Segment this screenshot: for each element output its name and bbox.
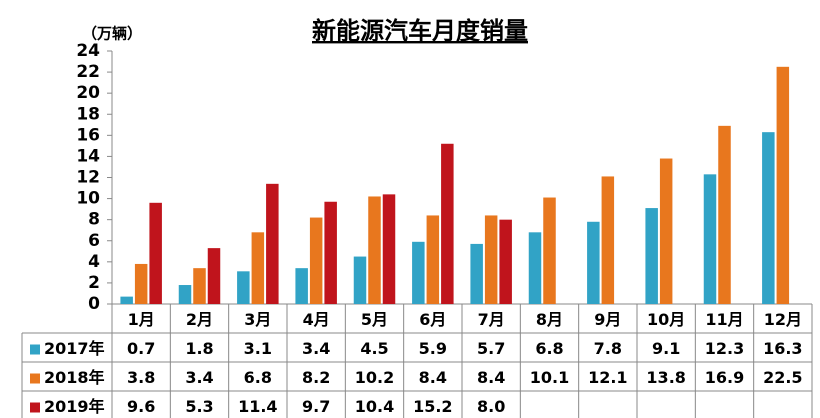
table-value: 8.0 [477,397,505,416]
y-tick-label: 22 [76,62,100,82]
bar [659,158,673,304]
bar [178,285,192,304]
bar [499,219,512,304]
y-tick-label: 18 [76,104,100,124]
bar [601,176,615,304]
bar [134,263,148,304]
y-tick-label: 4 [88,252,100,272]
x-tick-label: 6月 [419,310,446,329]
x-tick-label: 7月 [478,310,505,329]
x-tick-label: 11月 [705,310,743,329]
bar [543,197,556,304]
bar [207,248,221,304]
x-tick-label: 3月 [244,310,271,329]
y-tick-label: 10 [76,189,100,209]
y-tick-label: 14 [76,146,100,166]
y-tick-label: 6 [88,231,100,251]
bar [718,125,731,305]
table-value: 5.3 [185,397,213,416]
y-tick-label: 12 [76,168,100,188]
x-tick-label: 2月 [186,310,213,329]
x-tick-label: 8月 [536,310,563,329]
legend-swatch [30,402,40,413]
chart-title: 新能源汽车月度销量 [312,17,528,45]
bar [120,296,133,304]
table-value: 4.5 [360,339,388,358]
table-value: 5.7 [477,339,505,358]
table-value: 10.1 [530,368,569,387]
legend-swatch [30,344,40,355]
table-value: 6.8 [244,368,272,387]
table-value: 6.8 [535,339,563,358]
table-value: 11.4 [238,397,277,416]
bar [762,132,775,304]
x-tick-label: 5月 [361,310,388,329]
table-value: 3.4 [185,368,213,387]
bar [412,241,425,304]
bar [368,196,381,304]
x-tick-label: 1月 [128,310,155,329]
y-tick-label: 16 [76,125,100,145]
bar [193,268,206,304]
table-value: 10.4 [355,397,394,416]
table-value: 7.8 [594,339,622,358]
y-tick-label: 24 [76,41,100,61]
bar [645,208,658,304]
table-value: 13.8 [646,368,685,387]
bar [484,215,498,304]
legend-label: 2019年 [44,397,105,416]
table-value: 16.9 [705,368,744,387]
table-value: 8.4 [477,368,505,387]
table-value: 22.5 [763,368,802,387]
bar [251,232,265,304]
bar [309,217,323,304]
table-value: 3.1 [244,339,272,358]
bar [426,215,440,304]
bar [441,143,454,304]
bar [703,174,717,304]
table-value: 5.9 [419,339,447,358]
y-tick-label: 8 [88,210,100,230]
bar [528,232,542,304]
table-value: 9.6 [127,397,155,416]
bar [470,243,483,304]
table-value: 12.3 [705,339,744,358]
legend-label: 2018年 [44,368,105,387]
bar [149,202,162,304]
y-axis-label: （万辆） [82,25,142,43]
bar [353,256,367,304]
bar [295,268,308,304]
table-value: 15.2 [413,397,452,416]
table-value: 1.8 [185,339,213,358]
bar [324,201,337,304]
table-value: 9.1 [652,339,680,358]
x-tick-label: 4月 [303,310,330,329]
table-value: 9.7 [302,397,330,416]
table-value: 3.8 [127,368,155,387]
bar [776,66,790,304]
table-value: 10.2 [355,368,394,387]
bar [266,183,279,304]
table-value: 8.4 [419,368,447,387]
table-value: 16.3 [763,339,802,358]
legend-label: 2017年 [44,339,105,358]
table-value: 12.1 [588,368,627,387]
y-tick-label: 20 [76,83,100,103]
y-tick-label: 0 [88,294,100,314]
table-value: 8.2 [302,368,330,387]
table-value: 0.7 [127,339,155,358]
bar [587,221,600,304]
legend-swatch [30,373,40,384]
bar [237,271,250,304]
x-tick-label: 12月 [764,310,802,329]
x-tick-label: 10月 [647,310,685,329]
x-tick-label: 9月 [594,310,621,329]
bar [382,194,396,304]
y-tick-label: 2 [88,273,100,293]
table-value: 3.4 [302,339,330,358]
